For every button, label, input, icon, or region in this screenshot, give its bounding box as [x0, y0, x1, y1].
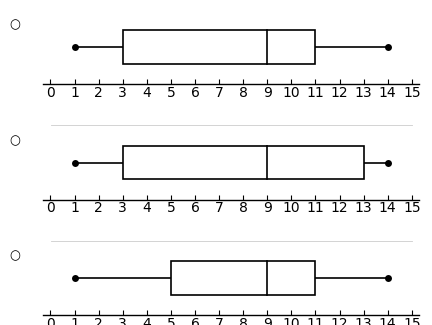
Point — [71, 239, 76, 243]
Bar — [123, 30, 315, 64]
Point — [48, 239, 54, 243]
Text: ○: ○ — [10, 19, 20, 32]
Point — [71, 123, 76, 127]
Text: ○: ○ — [10, 250, 20, 263]
Text: ○: ○ — [10, 134, 20, 147]
Bar — [171, 261, 315, 295]
Point — [48, 123, 54, 127]
Bar — [123, 146, 364, 179]
